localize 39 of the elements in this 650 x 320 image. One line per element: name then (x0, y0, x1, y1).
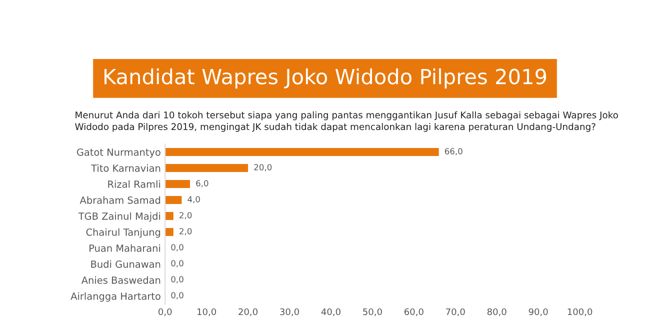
data-label: 66,0 (444, 148, 462, 156)
y-tick-label: Tito Karnavian (91, 164, 160, 172)
x-tick-label: 50,0 (363, 308, 382, 316)
x-tick-label: 60,0 (404, 308, 424, 316)
x-tick-label: 80,0 (487, 308, 506, 316)
x-tick-label: 100,0 (568, 308, 592, 316)
bar (165, 228, 174, 236)
y-tick-label: Rizal Ramli (108, 180, 160, 188)
y-tick-label: TGB Zainul Majdi (78, 212, 160, 222)
bar (165, 180, 190, 188)
y-tick-label: Puan Maharani (90, 244, 160, 252)
data-label: 0,0 (171, 292, 184, 300)
x-tick-label: 10,0 (198, 308, 216, 316)
data-label: 6,0 (196, 180, 208, 188)
data-label: 0,0 (171, 260, 184, 268)
x-tick-label: 90,0 (528, 308, 548, 316)
data-label: 2,0 (180, 228, 192, 236)
bar (165, 164, 248, 172)
chart-title: Kandidat Wapres Joko Widodo Pilpres 2019 (104, 68, 546, 88)
bar (165, 212, 174, 220)
y-tick-label: Budi Gunawan (91, 260, 160, 268)
data-label: 20,0 (254, 164, 272, 172)
y-tick-label: Chairul Tanjung (86, 228, 160, 238)
data-label: 4,0 (188, 196, 200, 204)
y-tick-label: Airlangga Hartarto (70, 292, 160, 302)
data-label: 2,0 (180, 212, 192, 220)
x-tick-label: 20,0 (238, 308, 258, 316)
bar (165, 196, 182, 204)
x-tick-label: 30,0 (280, 308, 299, 316)
y-tick-label: Abraham Samad (80, 196, 160, 204)
y-tick-label: Gatot Nurmantyo (76, 148, 160, 158)
x-tick-label: 0,0 (158, 308, 172, 316)
data-label: 0,0 (171, 276, 184, 284)
y-tick-label: Anies Baswedan (81, 276, 160, 284)
x-tick-label: 70,0 (446, 308, 465, 316)
chart-subtitle: Menurut Anda dari 10 tokoh tersebut siapa yang paling pantas menggantikan Jusuf Kalla sebagai sebagai Wapres Joko Widodo pada Pilpres 2019, mengingat JK sudah tidak dapat mencalonkan lagi karena peraturan Undang-Undang? (75, 111, 618, 132)
data-label: 0,0 (171, 244, 184, 252)
x-tick-label: 40,0 (321, 308, 340, 316)
bar (165, 148, 439, 156)
